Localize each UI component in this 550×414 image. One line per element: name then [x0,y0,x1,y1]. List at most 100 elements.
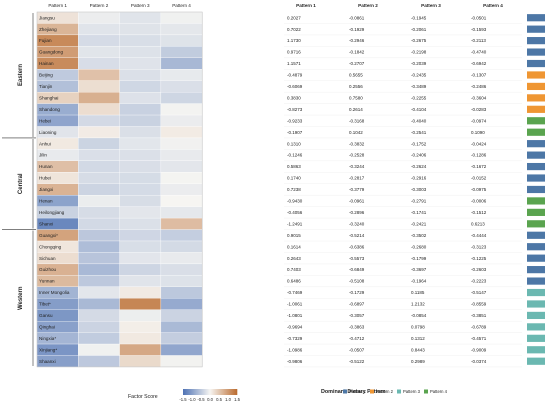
heatmap-cell [119,275,162,287]
province-label: Shaanxi [39,359,56,364]
dominant-pattern-box [527,105,545,113]
province-label: Guangdong [39,50,63,55]
colorbar-segment [223,389,225,395]
colorbar-title: Factor Score [128,394,158,400]
table-column-header: Pattern 2 [358,3,378,8]
heatmap-cell [78,275,120,287]
dominant-pattern-box [527,174,545,182]
table-value: 0.1185 [411,290,425,295]
table-value: -0.1752 [411,141,427,146]
heatmap-frame [36,11,203,368]
colorbar-segment [202,389,204,395]
heatmap-cell [119,355,162,368]
table-value: -0.2603 [471,267,487,272]
province-label: Sichuan [39,256,56,261]
table-value: 0.5655 [349,73,363,78]
province-label: Inner Mongolia [39,290,70,295]
colorbar-tick-label: 0.0 [207,397,213,402]
colorbar-segment [203,389,205,395]
province-label: Shanxi [39,221,53,226]
colorbar-segment [190,389,192,395]
table-value: -0.9233 [287,118,303,123]
colorbar-segment [193,389,195,395]
table-value: -0.5108 [349,279,365,284]
colorbar-segment [211,389,213,395]
dominant-pattern-box [527,37,545,45]
table-value: -0.0006 [471,199,487,204]
table-value: -0.2421 [411,221,427,226]
colorbar-segment [205,389,207,395]
province-label: Shanghai [39,95,58,100]
colorbar-segment [210,389,212,395]
heatmap-cell [119,114,162,127]
table-value: -0.5573 [349,256,365,261]
dominant-pattern-box [527,151,545,159]
heatmap-cell [119,149,162,161]
heatmap-cell [160,240,203,253]
table-value: -0.6897 [349,302,365,307]
table-value: 0.7238 [287,187,301,192]
table-value: 0.1090 [471,130,485,135]
heatmap-cell [160,183,203,196]
colorbar-segment [216,389,218,395]
heatmap-cell [119,34,162,47]
table-value: -0.2061 [411,27,427,32]
heatmap-cell [160,126,203,139]
colorbar-tick-label: 1.0 [225,397,231,402]
heatmap-cell [160,355,203,368]
dominant-pattern-box [527,71,545,79]
table-value: -0.9430 [287,199,303,204]
heatmap-cell [119,103,162,116]
heatmap-cell [160,137,203,150]
colorbar-segment [194,389,196,395]
table-value: -0.1225 [471,256,487,261]
province-label: Hebei [39,118,51,123]
dominant-pattern-box [527,162,545,171]
table-value: -0.9806 [287,359,303,364]
colorbar-segment [225,389,227,395]
heatmap-cell [160,92,203,104]
colorbar-segment [221,389,223,395]
heatmap-cell [119,309,162,322]
table-value: 0.7580 [349,95,363,100]
table-value: -0.4740 [471,50,487,55]
colorbar-segment [231,389,233,395]
heatmap-cell [78,126,120,139]
colorbar-segment [220,389,222,395]
province-label: Tianjin [39,84,53,89]
table-value: -0.7469 [287,290,303,295]
legend-label: Pattern 3 [403,389,421,394]
dominant-pattern-box [527,82,545,91]
table-value: -0.2039 [411,61,427,66]
province-label: Xinjiang* [39,347,57,352]
table-value: 0.7403 [287,267,301,272]
colorbar-segment [224,389,226,395]
heatmap-cell [119,23,162,36]
colorbar-tick-label: 0.5 [216,397,222,402]
table-column-header: Pattern 4 [483,3,503,8]
province-label: Gansu [39,313,53,318]
table-value: -0.4712 [349,336,365,341]
heatmap-cell [119,183,162,196]
heatmap-cell [160,69,203,81]
table-value: -1.0801 [287,313,303,318]
table-value: -1.2491 [287,221,303,226]
table-column-header: Pattern 3 [421,3,441,8]
table-value: 0.7022 [287,27,301,32]
province-label: Heilongjiang [39,210,65,215]
table-value: -1.0986 [287,347,303,352]
colorbar-segment [230,389,232,395]
table-value: -0.1672 [471,164,487,169]
heatmap-cell [78,355,120,368]
colorbar-segment [189,389,191,395]
table-value: -0.2707 [349,61,365,66]
table-value: -0.0507 [349,347,365,352]
table-value: -0.2198 [411,50,427,55]
heatmap-cell [119,92,162,104]
table-value: -0.3168 [349,118,365,123]
colorbar-tick-label: -1.0 [188,397,196,402]
heatmap-cell [78,320,120,333]
colorbar-segment [208,389,210,395]
dominant-pattern-box [527,128,545,136]
